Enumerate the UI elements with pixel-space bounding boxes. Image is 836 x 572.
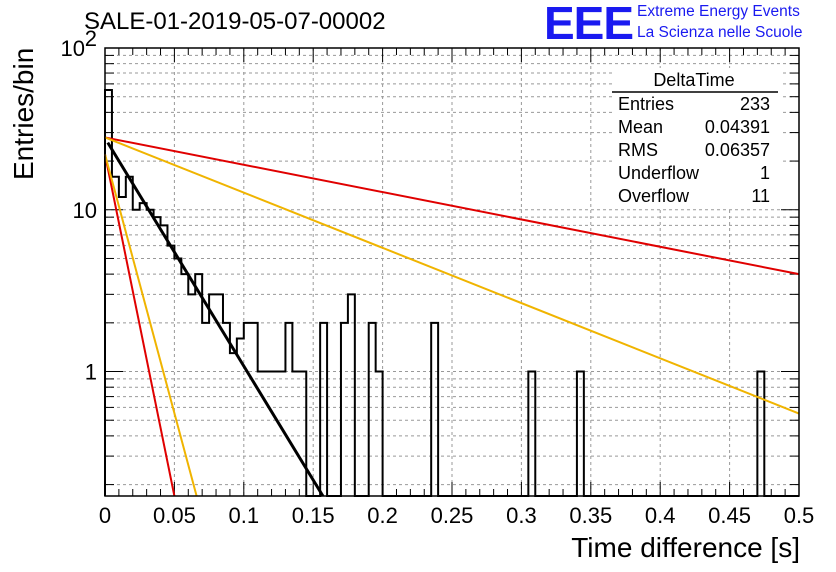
stats-label: RMS [618, 140, 658, 160]
x-tick-label: 0.45 [708, 503, 751, 528]
stats-value: 0.06357 [705, 140, 770, 160]
y-tick-label: 10 [73, 198, 97, 223]
fit-line-4 [104, 154, 198, 497]
x-tick-label: 0.2 [367, 503, 398, 528]
logo-line-1: Extreme Energy Events [637, 3, 800, 20]
stats-title: DeltaTime [653, 70, 734, 90]
stats-label: Overflow [618, 186, 690, 206]
stats-label: Entries [618, 94, 674, 114]
fit-line-2 [104, 136, 800, 415]
y-tick-label: 10 [61, 36, 85, 61]
x-tick-label: 0 [99, 503, 111, 528]
x-tick-label: 0.15 [292, 503, 335, 528]
stats-value: 11 [751, 186, 770, 206]
eee-logo: EEE [544, 0, 634, 49]
x-tick-label: 0.3 [506, 503, 537, 528]
x-axis-label: Time difference [s] [571, 532, 800, 563]
x-tick-label: 0.35 [569, 503, 612, 528]
x-tick-label: 0.5 [784, 503, 815, 528]
x-tick-label: 0.25 [431, 503, 474, 528]
stats-value: 233 [740, 94, 770, 114]
plot-frame [104, 47, 800, 497]
y-tick-exponent: 2 [85, 26, 97, 51]
fit-line-5 [106, 141, 325, 497]
x-tick-label: 0.1 [229, 503, 260, 528]
fit-line-3 [104, 154, 176, 497]
y-tick-label: 1 [85, 360, 97, 385]
logo-line-2: La Scienza nelle Scuole [637, 24, 803, 41]
chart-title: SALE-01-2019-05-07-00002 [84, 8, 386, 35]
stats-label: Underflow [618, 163, 700, 183]
stats-value: 0.04391 [705, 117, 770, 137]
stats-label: Mean [618, 117, 663, 137]
x-tick-label: 0.05 [153, 503, 196, 528]
fit-line-1 [104, 136, 800, 276]
stats-value: 1 [760, 163, 770, 183]
x-tick-label: 0.4 [645, 503, 676, 528]
